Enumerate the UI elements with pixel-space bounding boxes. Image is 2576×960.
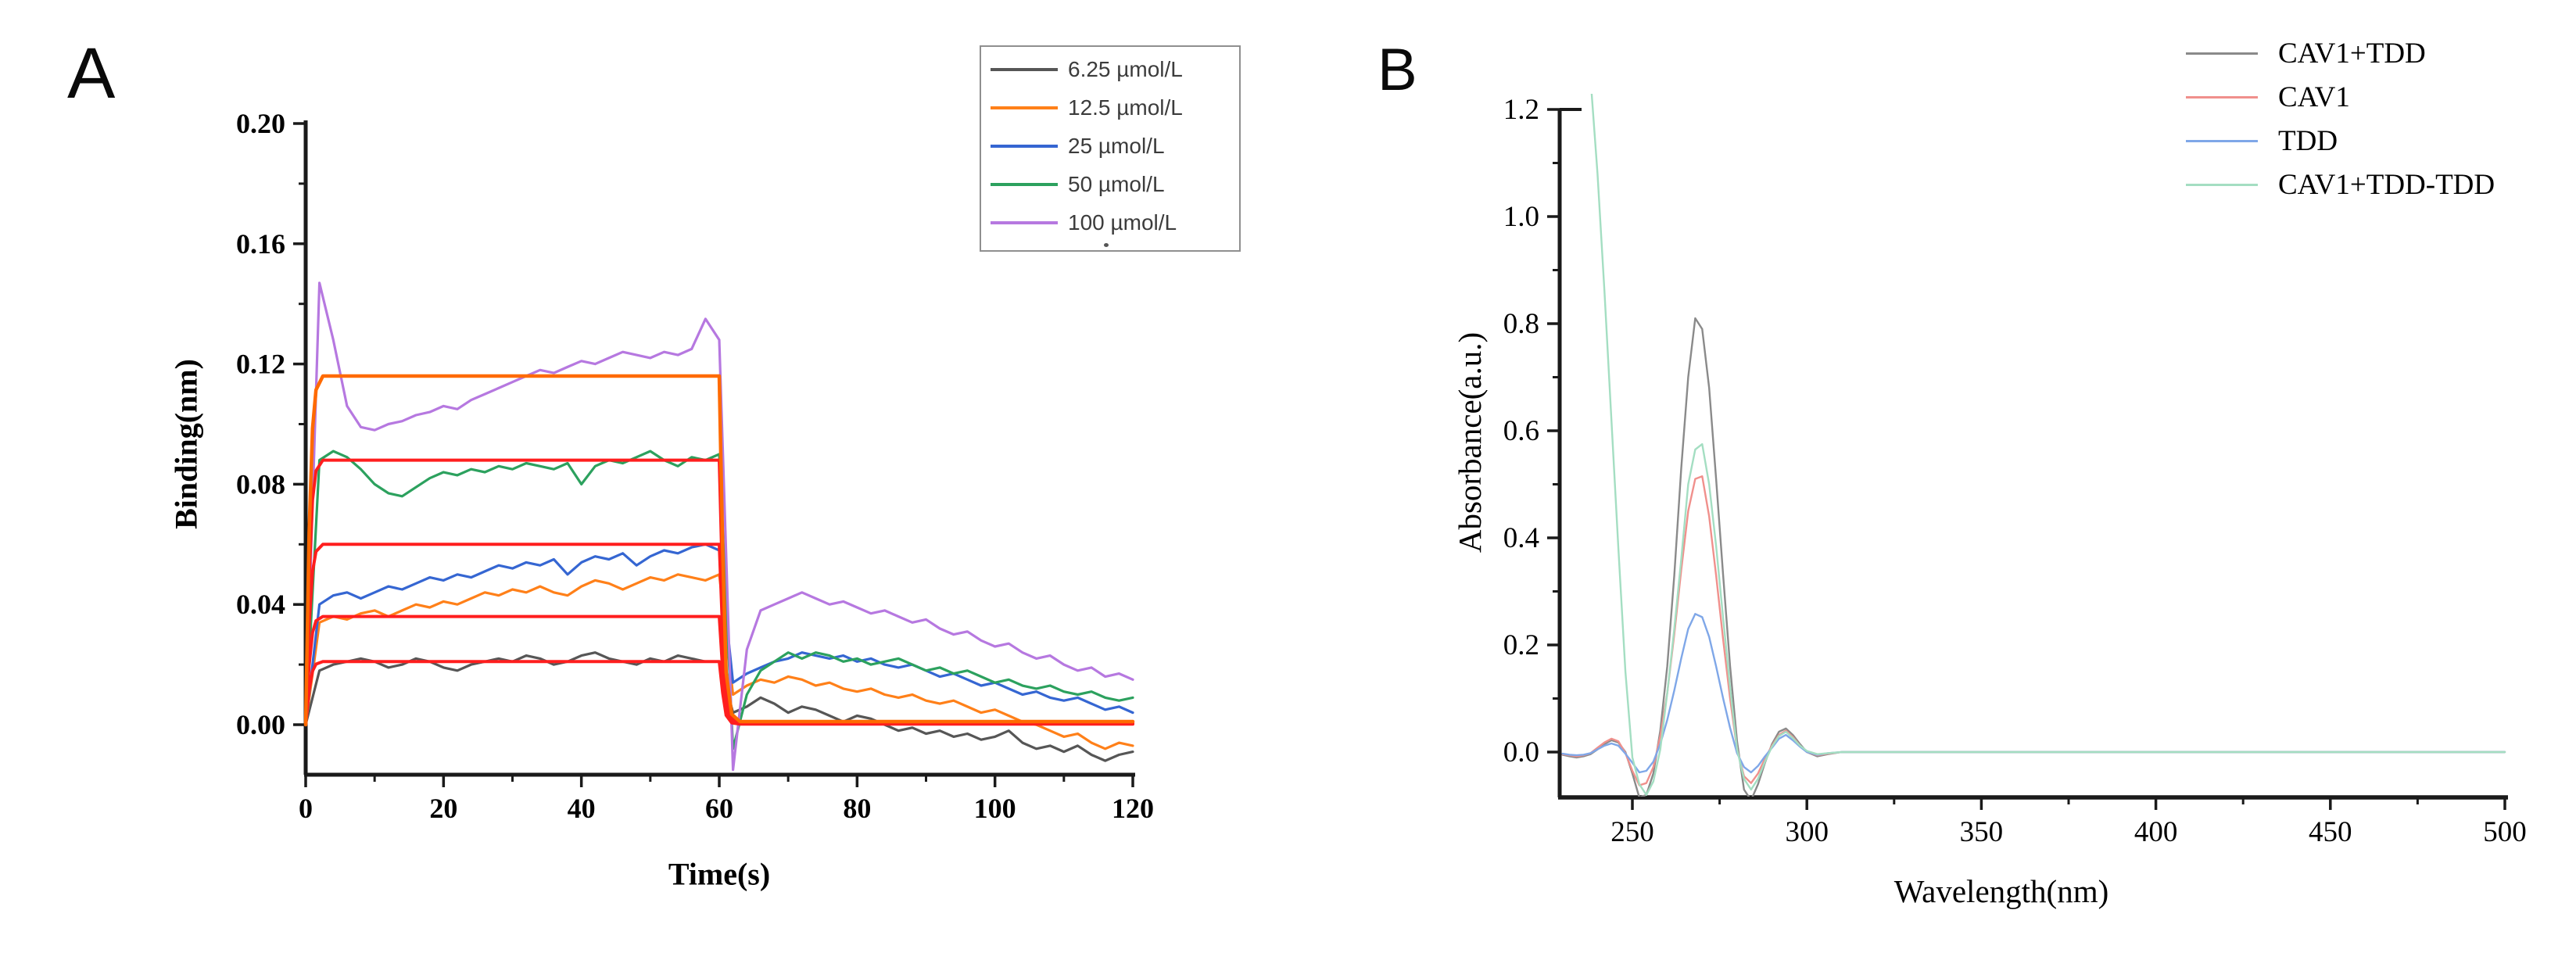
panel-b-x-tick-label: 400 [2134,816,2178,848]
legend-line-swatch [991,68,1058,71]
panel-b-legend: CAV1+TDD CAV1 TDD CAV1+TDD-TDD [2186,31,2495,206]
legend-b-item-label: CAV1 [2278,81,2350,113]
panel-b-x-tick-label: 300 [1785,816,1829,848]
panel-a-x-axis-title: Time(s) [668,856,771,892]
legend-b-item: CAV1+TDD-TDD [2186,163,2495,206]
legend-a-item: 50 µmol/L [991,172,1234,196]
panel-b-x-axis-title: Wavelength(nm) [1893,873,2109,909]
legend-a-item: 25 µmol/L [991,134,1234,158]
fit-curve [303,374,1135,727]
legend-a-item-label: 100 µmol/L [1068,210,1177,235]
panel-a-y-tick-label: 0.08 [236,468,285,500]
legend-b-item: CAV1+TDD [2186,31,2495,75]
series-cav1 [1561,475,2506,786]
legend-b-item: TDD [2186,119,2495,163]
panel-a-x-tick-label: 40 [568,793,596,824]
legend-a-item-label: 6.25 µmol/L [1068,57,1183,81]
panel-b-plot: 0.0 0.2 0.4 0.6 0.8 1.0 1.2 250 300 350 400 450 500 [1503,94,2527,848]
panel-a-x-tick-label: 80 [843,793,871,824]
panel-b-y-tick-label: 0.2 [1503,629,1539,661]
panel-b-x-tick-label: 350 [1960,816,2004,848]
legend-line-swatch [2186,52,2258,55]
panel-b-y-tick-label: 1.2 [1503,94,1539,126]
legend-b-item-label: CAV1+TDD [2278,37,2426,70]
panel-b-y-tick-label: 1.0 [1503,201,1539,233]
fit-curve [304,458,1134,726]
panel-a-x-tick-label: 60 [705,793,733,824]
panel-b-curves [1561,94,2506,797]
panel-a-curves [304,281,1134,772]
legend-b-item: CAV1 [2186,75,2495,119]
panel-b-y-tick-label: 0.6 [1503,415,1539,447]
legend-a-item: 12.5 µmol/L [991,95,1234,120]
panel-b-y-tick-label: 0.8 [1503,308,1539,340]
legend-line-swatch [2186,95,2258,99]
panel-a-legend: 6.25 µmol/L 12.5 µmol/L 25 µmol/L 50 µmol/L… [980,45,1241,252]
legend-artifact-dot [1104,243,1109,247]
legend-line-swatch [991,106,1058,109]
legend-line-swatch [2186,183,2258,186]
panel-a-y-tick-label: 0.12 [236,349,285,380]
panel-a-y-axis-title: Binding(nm) [168,359,204,529]
legend-line-swatch [991,221,1058,224]
panel-a-x-tick-label: 100 [974,793,1016,824]
fit-curve [304,543,1134,726]
panel-b-x-tick-label: 450 [2309,816,2352,848]
panel-b-y-tick-label: 0.0 [1503,736,1539,768]
panel-b-y-axis-title: Absorbance(a.u.) [1452,331,1488,553]
legend-a-item: 6.25 µmol/L [991,57,1234,81]
panel-a-x-tick-label: 0 [299,793,313,824]
panel-a-fit-curves [303,374,1135,727]
panel-a-y-tick-label: 0.04 [236,589,285,620]
legend-line-swatch [991,145,1058,148]
series-100-mol-l [304,281,1134,772]
legend-line-swatch [2186,139,2258,142]
panel-b-y-tick-label: 0.4 [1503,522,1539,554]
legend-b-item-label: TDD [2278,124,2338,157]
panel-a-y-tick-label: 0.20 [236,108,285,139]
panel-b-x-tick-label: 250 [1610,816,1654,848]
panel-b-x-tick-label: 500 [2483,816,2527,848]
fit-curve [304,614,1134,726]
series-tdd [1561,613,2506,774]
panel-a-y-tick-label: 0.16 [236,228,285,260]
panel-a-plot: 0.00 0.04 0.08 0.12 0.16 0.20 0 20 40 60 80 100 120 [236,108,1154,824]
legend-line-swatch [991,183,1058,186]
series-cav1-tdd [1561,317,2506,797]
panel-a-x-tick-label: 20 [429,793,457,824]
legend-a-item: 100 µmol/L [991,210,1234,235]
legend-a-item-label: 12.5 µmol/L [1068,95,1183,120]
panel-a-label: A [67,34,116,113]
panel-b-label: B [1378,37,1417,103]
legend-b-item-label: CAV1+TDD-TDD [2278,168,2495,201]
legend-a-item-label: 50 µmol/L [1068,172,1165,196]
legend-a-item-label: 25 µmol/L [1068,134,1165,158]
panel-a-y-tick-label: 0.00 [236,709,285,740]
panel-a-x-tick-label: 120 [1112,793,1154,824]
series-cav1-tdd-tdd [1590,94,2506,796]
